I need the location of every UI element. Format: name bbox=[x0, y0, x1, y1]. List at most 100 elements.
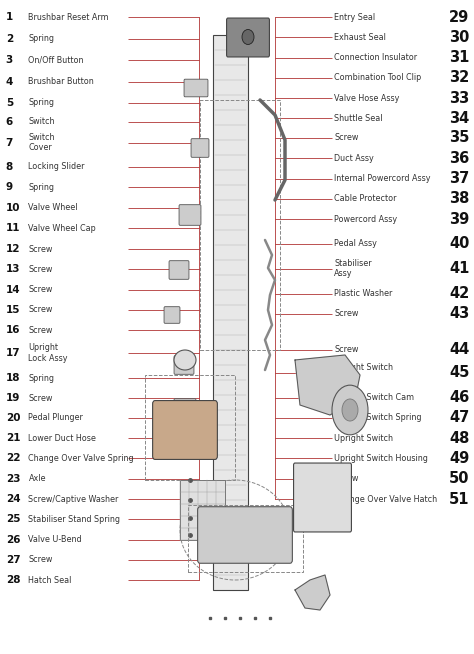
Text: Spring: Spring bbox=[28, 373, 55, 383]
Text: 37: 37 bbox=[449, 171, 469, 186]
Text: Upright Switch Spring: Upright Switch Spring bbox=[334, 413, 422, 422]
Text: 3: 3 bbox=[6, 55, 13, 65]
FancyBboxPatch shape bbox=[184, 79, 208, 97]
FancyBboxPatch shape bbox=[179, 205, 201, 226]
Text: Brushbar Reset Arm: Brushbar Reset Arm bbox=[28, 12, 109, 22]
Text: Connection Insulator: Connection Insulator bbox=[334, 53, 417, 62]
Text: Change Over Valve Hatch: Change Over Valve Hatch bbox=[334, 494, 438, 504]
Text: 30: 30 bbox=[449, 30, 469, 44]
Text: 38: 38 bbox=[449, 192, 469, 206]
Text: Valve U-Bend: Valve U-Bend bbox=[28, 535, 82, 544]
Text: 5: 5 bbox=[6, 97, 13, 108]
Text: 48: 48 bbox=[449, 431, 469, 445]
Text: Duct Assy: Duct Assy bbox=[334, 154, 374, 163]
Text: 29: 29 bbox=[449, 10, 469, 24]
Text: Pedal Plunger: Pedal Plunger bbox=[28, 413, 83, 422]
Text: 4: 4 bbox=[6, 77, 13, 87]
Text: Hatch Seal: Hatch Seal bbox=[28, 576, 72, 585]
Text: Valve Hose Assy: Valve Hose Assy bbox=[334, 94, 400, 103]
Text: Locking Slider: Locking Slider bbox=[28, 162, 85, 171]
Text: 18: 18 bbox=[6, 373, 20, 383]
Text: 13: 13 bbox=[6, 264, 20, 275]
Text: 40: 40 bbox=[449, 237, 469, 251]
Text: 17: 17 bbox=[6, 348, 20, 358]
Text: 25: 25 bbox=[6, 514, 20, 525]
FancyBboxPatch shape bbox=[164, 307, 180, 323]
Text: 15: 15 bbox=[6, 305, 20, 315]
Text: Cable Protector: Cable Protector bbox=[334, 194, 397, 203]
Text: 24: 24 bbox=[6, 494, 20, 504]
Circle shape bbox=[342, 399, 358, 421]
Text: 47: 47 bbox=[449, 411, 469, 425]
FancyBboxPatch shape bbox=[174, 399, 196, 417]
Text: Screw: Screw bbox=[28, 326, 53, 335]
Text: Combination Tool Clip: Combination Tool Clip bbox=[334, 73, 421, 82]
Text: 42: 42 bbox=[449, 286, 469, 301]
Text: Pedal Assy: Pedal Assy bbox=[334, 239, 377, 249]
Text: 49: 49 bbox=[449, 451, 469, 466]
Text: 11: 11 bbox=[6, 223, 20, 233]
Text: Brushbar Button: Brushbar Button bbox=[28, 77, 94, 86]
Text: Axle: Axle bbox=[28, 474, 46, 483]
Text: 20: 20 bbox=[6, 413, 20, 423]
Text: 9: 9 bbox=[6, 182, 13, 192]
Text: Switch: Switch bbox=[28, 117, 55, 126]
Text: Exhaust Seal: Exhaust Seal bbox=[334, 33, 386, 42]
Text: 23: 23 bbox=[6, 473, 20, 484]
Text: Plastic Washer: Plastic Washer bbox=[334, 289, 392, 298]
Circle shape bbox=[332, 385, 368, 435]
Text: Internal Powercord Assy: Internal Powercord Assy bbox=[334, 174, 431, 183]
Polygon shape bbox=[295, 575, 330, 610]
Text: 6: 6 bbox=[6, 116, 13, 127]
Text: Spring: Spring bbox=[28, 34, 55, 43]
Text: Upright Switch: Upright Switch bbox=[334, 434, 393, 443]
FancyBboxPatch shape bbox=[174, 356, 194, 374]
Bar bbox=[145, 375, 235, 480]
Text: Screw: Screw bbox=[28, 394, 53, 403]
Text: 32: 32 bbox=[449, 71, 469, 85]
Text: Upright Switch
Cover: Upright Switch Cover bbox=[334, 363, 393, 383]
Text: Powercord Assy: Powercord Assy bbox=[334, 215, 397, 224]
Text: On/Off Button: On/Off Button bbox=[28, 56, 84, 65]
Text: Valve Wheel Cap: Valve Wheel Cap bbox=[28, 224, 96, 233]
Text: 28: 28 bbox=[6, 575, 20, 585]
Text: 33: 33 bbox=[449, 91, 469, 105]
Text: Lower Duct Hose: Lower Duct Hose bbox=[28, 434, 96, 443]
Text: 44: 44 bbox=[449, 343, 469, 357]
Text: 14: 14 bbox=[6, 284, 20, 295]
FancyBboxPatch shape bbox=[213, 35, 248, 590]
Text: Screw: Screw bbox=[28, 305, 53, 315]
Text: 50: 50 bbox=[449, 472, 469, 486]
Text: Entry Seal: Entry Seal bbox=[334, 12, 375, 22]
Text: 39: 39 bbox=[449, 212, 469, 226]
Text: 34: 34 bbox=[449, 111, 469, 126]
Text: 19: 19 bbox=[6, 393, 20, 404]
Text: 26: 26 bbox=[6, 534, 20, 545]
Text: Valve Wheel: Valve Wheel bbox=[28, 203, 78, 213]
Text: Upright Switch Housing: Upright Switch Housing bbox=[334, 454, 428, 463]
Text: Screw: Screw bbox=[334, 474, 358, 483]
Text: Screw: Screw bbox=[334, 309, 358, 318]
Text: 41: 41 bbox=[449, 262, 469, 276]
Text: 2: 2 bbox=[6, 33, 13, 44]
FancyBboxPatch shape bbox=[293, 463, 351, 532]
Text: Shuttle Seal: Shuttle Seal bbox=[334, 114, 383, 123]
Text: Screw: Screw bbox=[28, 285, 53, 294]
FancyBboxPatch shape bbox=[153, 400, 218, 459]
Text: 43: 43 bbox=[449, 307, 469, 321]
Ellipse shape bbox=[242, 29, 254, 44]
FancyBboxPatch shape bbox=[169, 261, 189, 279]
Text: Spring: Spring bbox=[28, 98, 55, 107]
Text: 7: 7 bbox=[6, 137, 13, 148]
Ellipse shape bbox=[174, 350, 196, 370]
Text: 1: 1 bbox=[6, 12, 13, 22]
Bar bbox=[200, 100, 280, 350]
FancyBboxPatch shape bbox=[198, 507, 292, 563]
Text: 22: 22 bbox=[6, 453, 20, 464]
Text: 27: 27 bbox=[6, 555, 20, 565]
Text: Screw: Screw bbox=[334, 345, 358, 354]
Text: Spring: Spring bbox=[28, 182, 55, 192]
Text: Change Over Valve Spring: Change Over Valve Spring bbox=[28, 454, 134, 463]
Text: Upright
Lock Assy: Upright Lock Assy bbox=[28, 343, 68, 363]
Text: Stabiliser
Assy: Stabiliser Assy bbox=[334, 259, 372, 279]
